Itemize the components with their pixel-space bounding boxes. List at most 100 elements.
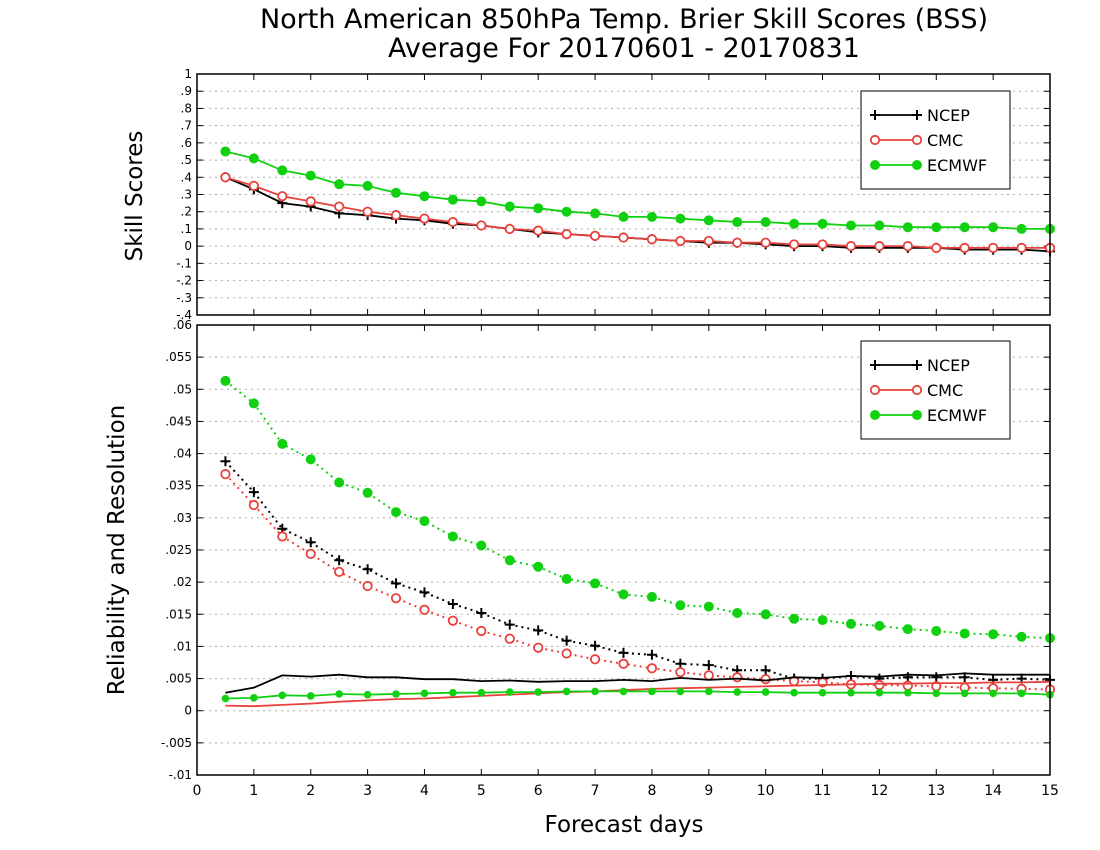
y-tick-label: .005 xyxy=(165,672,192,686)
data-point xyxy=(248,499,259,511)
data-point xyxy=(504,619,515,630)
y-tick-label: -.005 xyxy=(161,736,192,750)
data-point xyxy=(703,215,714,226)
y-tick-label: .045 xyxy=(165,414,192,428)
data-point xyxy=(904,688,912,697)
series-cmc xyxy=(220,172,1056,253)
x-tick-label: 13 xyxy=(927,783,945,799)
data-point xyxy=(533,561,544,572)
data-point xyxy=(618,589,629,600)
data-point xyxy=(618,232,629,243)
data-point xyxy=(419,604,430,615)
data-point xyxy=(447,599,458,609)
data-point xyxy=(788,239,800,250)
data-point xyxy=(476,196,487,207)
y-tick-label: .02 xyxy=(173,575,192,589)
y-tick-label: .06 xyxy=(173,318,192,332)
y-tick-label: .035 xyxy=(165,479,192,493)
series-ecmwf-reliability xyxy=(221,687,1054,703)
data-point xyxy=(334,201,345,212)
data-point xyxy=(989,689,997,698)
data-point xyxy=(277,191,288,202)
y-tick-label: .1 xyxy=(181,222,192,236)
data-point xyxy=(790,688,798,697)
y-tick-label: .03 xyxy=(173,511,192,525)
data-point xyxy=(362,487,373,498)
series-line xyxy=(225,672,1050,694)
data-point xyxy=(561,635,572,646)
y-tick-label: -.3 xyxy=(176,291,192,305)
data-point xyxy=(703,660,714,671)
data-point xyxy=(646,211,657,222)
data-point xyxy=(248,153,259,164)
data-point xyxy=(504,223,515,235)
data-point xyxy=(419,191,430,202)
data-point xyxy=(420,689,429,698)
x-tick-label: 6 xyxy=(534,783,543,799)
data-point xyxy=(221,694,230,703)
data-point xyxy=(248,180,259,191)
legend-marker xyxy=(870,160,880,170)
data-point xyxy=(419,516,430,527)
data-point xyxy=(1016,242,1027,253)
y-tick-label: .04 xyxy=(173,447,192,461)
data-point xyxy=(305,170,316,181)
data-point xyxy=(960,689,969,698)
data-point xyxy=(845,220,856,231)
data-point xyxy=(362,564,373,575)
x-tick-label: 0 xyxy=(193,783,202,799)
data-point xyxy=(591,687,599,696)
data-point xyxy=(590,640,601,651)
series-cmc-reliability xyxy=(225,680,1051,708)
plot-frame xyxy=(196,73,1051,316)
data-point xyxy=(362,580,373,592)
legend-label: NCEP xyxy=(927,106,970,125)
data-point xyxy=(646,234,658,245)
data-point xyxy=(390,210,402,221)
y-tick-label: .9 xyxy=(181,84,192,98)
y-tick-label: 0 xyxy=(184,239,192,253)
legend-marker xyxy=(912,160,922,170)
data-point xyxy=(618,658,629,669)
legend-label: CMC xyxy=(927,381,963,400)
data-point xyxy=(703,235,714,247)
data-point xyxy=(902,680,913,691)
data-point xyxy=(277,165,288,176)
series-line xyxy=(224,473,1051,691)
data-point xyxy=(847,688,855,697)
data-point xyxy=(561,206,572,217)
y-tick-label: -.01 xyxy=(169,768,192,782)
y-tick-label: .2 xyxy=(181,205,192,219)
legend-marker xyxy=(911,134,923,146)
data-point xyxy=(760,665,771,676)
data-point xyxy=(845,618,856,629)
series-line xyxy=(224,460,1051,681)
data-point xyxy=(589,230,601,241)
data-point xyxy=(334,566,345,577)
data-point xyxy=(391,187,402,198)
series-ecmwf-resolution xyxy=(220,375,1055,644)
data-point xyxy=(675,600,686,611)
series-ncep-reliability xyxy=(225,672,1050,694)
data-point xyxy=(646,591,657,602)
data-point xyxy=(988,222,999,233)
legend: NCEP CMC ECMWF xyxy=(860,90,1011,190)
data-point xyxy=(675,213,686,224)
series-ncep-resolution xyxy=(220,456,1055,685)
data-point xyxy=(277,531,288,542)
data-point xyxy=(732,672,743,683)
data-point xyxy=(646,649,657,660)
data-point xyxy=(533,642,544,653)
data-point xyxy=(447,194,458,205)
x-tick-label: 3 xyxy=(363,783,372,799)
chart-subtitle: Average For 20170601 - 20170831 xyxy=(388,33,860,64)
data-point xyxy=(392,690,400,698)
data-point xyxy=(874,241,885,252)
data-point xyxy=(278,691,287,700)
y-tick-label: .5 xyxy=(181,153,192,167)
data-point xyxy=(646,663,658,674)
data-point xyxy=(220,172,231,183)
x-tick-label: 2 xyxy=(306,783,315,799)
data-point xyxy=(362,206,373,217)
